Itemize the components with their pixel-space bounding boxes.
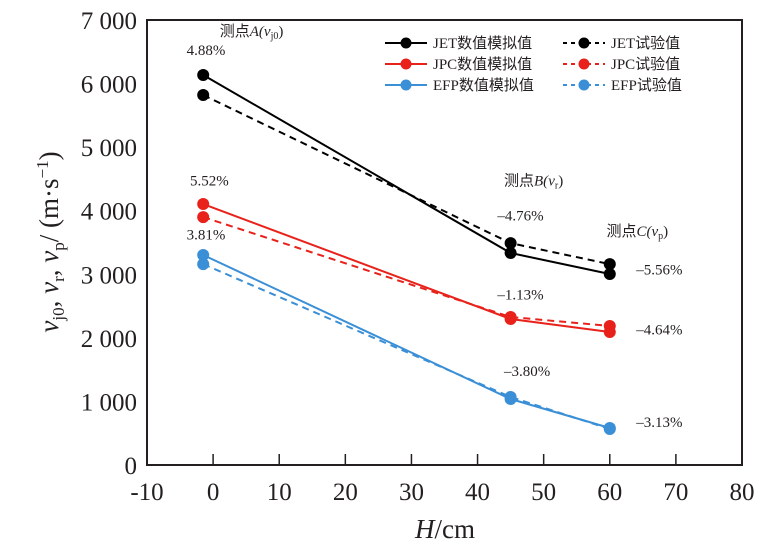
legend-marker — [578, 37, 590, 49]
data-point — [197, 68, 210, 81]
annotation: –5.56% — [635, 262, 682, 278]
y-tick-label: 5 000 — [81, 135, 137, 162]
annotation: –3.80% — [503, 364, 550, 380]
x-tick-label: 40 — [465, 479, 490, 506]
annotation: 测点A(vj0) — [220, 23, 284, 42]
legend-marker — [578, 58, 590, 70]
data-point — [504, 237, 517, 250]
data-point — [197, 258, 210, 271]
legend-label: JPC数值模拟值 — [433, 56, 532, 73]
annotation: –4.64% — [635, 323, 682, 339]
annotation: 测点C(vp) — [606, 223, 668, 242]
data-point — [603, 423, 616, 436]
x-tick-label: 80 — [730, 479, 755, 506]
plot-frame — [146, 19, 743, 466]
legend-label: EFP试验值 — [611, 77, 682, 94]
y-tick-label: 1 000 — [81, 389, 137, 416]
y-axis-label: vj0, vr, vp/ (m·s−1) — [33, 151, 68, 332]
data-point — [197, 249, 210, 262]
data-point — [197, 211, 210, 224]
x-axis-label: H/cm — [414, 514, 475, 544]
x-tick-label: 10 — [267, 479, 292, 506]
data-point — [197, 89, 210, 102]
x-tick-label: -10 — [130, 479, 163, 506]
y-tick-label: 0 — [125, 453, 138, 480]
x-tick-label: 30 — [399, 479, 424, 506]
data-point — [504, 311, 517, 324]
x-tick-label: 0 — [207, 479, 220, 506]
y-tick-label: 3 000 — [81, 262, 137, 289]
legend-marker — [400, 58, 412, 70]
data-point — [603, 258, 616, 271]
data-point — [504, 246, 517, 259]
x-tick-label: 60 — [597, 479, 622, 506]
annotation: 3.81% — [187, 227, 226, 243]
y-tick-label: 2 000 — [81, 326, 137, 353]
legend-label: JET试验值 — [611, 35, 680, 52]
annotation: 测点B(vr) — [504, 172, 563, 191]
y-tick-label: 4 000 — [81, 199, 137, 226]
x-tick-label: 70 — [663, 479, 688, 506]
data-point — [504, 390, 517, 403]
annotation: –1.13% — [496, 288, 543, 304]
x-tick-label: 50 — [531, 479, 556, 506]
legend-label: JPC试验值 — [611, 56, 680, 73]
legend-label: JET数值模拟值 — [433, 35, 532, 52]
legend-marker — [400, 37, 412, 49]
data-point — [197, 198, 210, 211]
data-point — [603, 319, 616, 332]
annotation: –3.13% — [635, 415, 682, 431]
data-point — [603, 267, 616, 280]
y-tick-label: 7 000 — [81, 8, 137, 35]
annotation: –4.76% — [496, 208, 543, 224]
legend-label: EFP数值模拟值 — [433, 77, 534, 94]
legend-marker — [400, 79, 412, 91]
series-line — [202, 216, 610, 327]
series-line — [202, 203, 610, 334]
x-tick-label: 20 — [333, 479, 358, 506]
annotation: 5.52% — [190, 173, 229, 189]
legend-marker — [578, 79, 590, 91]
y-tick-label: 6 000 — [81, 72, 137, 99]
series-line — [202, 263, 611, 430]
annotation: 4.88% — [187, 43, 226, 59]
